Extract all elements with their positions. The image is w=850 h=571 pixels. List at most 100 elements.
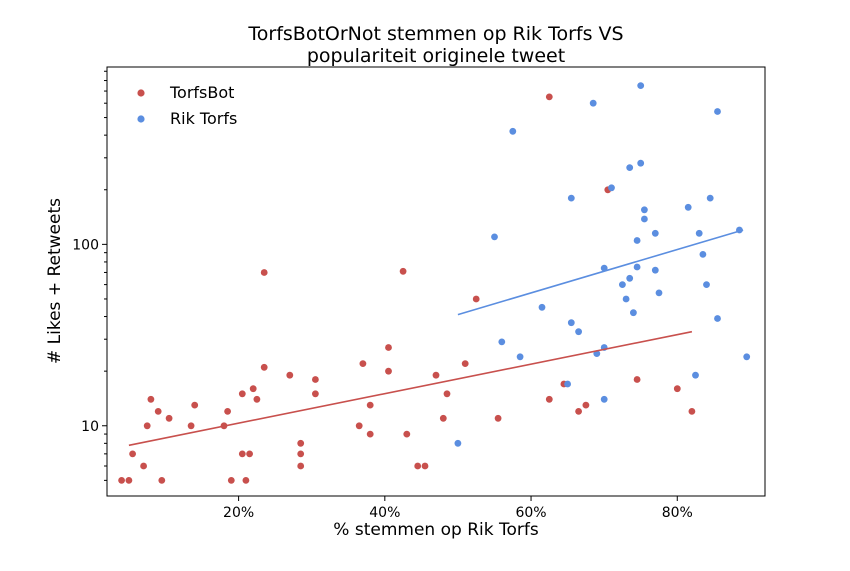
data-point-rik-torfs bbox=[655, 289, 663, 297]
data-point-torfsbot bbox=[399, 267, 407, 275]
legend: TorfsBot Rik Torfs bbox=[137, 83, 237, 128]
data-point-torfsbot bbox=[366, 401, 374, 409]
data-point-rik-torfs bbox=[538, 303, 546, 311]
trend-line-rik-torfs bbox=[457, 229, 744, 316]
data-point-rik-torfs bbox=[641, 206, 648, 214]
x-axis-label: % stemmen op Rik Torfs bbox=[333, 520, 539, 540]
y-tick-label: 10 bbox=[81, 419, 99, 435]
data-point-torfsbot bbox=[297, 439, 305, 447]
data-point-rik-torfs bbox=[516, 353, 524, 361]
data-point-torfsbot bbox=[545, 395, 553, 403]
data-point-rik-torfs bbox=[567, 319, 575, 327]
data-point-torfsbot bbox=[249, 385, 257, 393]
legend-label-rik-torfs: Rik Torfs bbox=[170, 109, 237, 128]
data-point-torfsbot bbox=[227, 477, 235, 484]
data-point-rik-torfs bbox=[641, 215, 648, 223]
data-point-rik-torfs bbox=[509, 127, 517, 135]
data-point-rik-torfs bbox=[626, 164, 634, 172]
data-point-rik-torfs bbox=[567, 194, 575, 202]
data-point-rik-torfs bbox=[637, 82, 645, 89]
data-point-rik-torfs bbox=[498, 338, 506, 346]
data-point-rik-torfs bbox=[454, 439, 462, 447]
data-point-rik-torfs bbox=[564, 380, 571, 388]
data-point-torfsbot bbox=[461, 360, 469, 367]
data-point-torfsbot bbox=[154, 408, 162, 415]
data-point-torfsbot bbox=[118, 477, 125, 484]
data-point-torfsbot bbox=[575, 408, 582, 415]
data-point-torfsbot bbox=[312, 390, 319, 398]
data-point-torfsbot bbox=[238, 450, 246, 458]
x-tick-label: 20% bbox=[223, 505, 254, 521]
data-point-rik-torfs bbox=[651, 266, 659, 274]
data-point-torfsbot bbox=[260, 363, 268, 371]
data-point-torfsbot bbox=[143, 422, 151, 430]
plot-area-frame bbox=[106, 66, 766, 497]
data-point-torfsbot bbox=[125, 477, 133, 484]
data-point-rik-torfs bbox=[743, 353, 751, 361]
data-point-torfsbot bbox=[312, 376, 319, 383]
data-point-rik-torfs bbox=[714, 108, 721, 115]
trend-lines bbox=[128, 229, 744, 447]
data-point-torfsbot bbox=[355, 422, 363, 430]
data-point-torfsbot bbox=[673, 385, 681, 393]
data-point-torfsbot bbox=[385, 367, 392, 375]
data-point-rik-torfs bbox=[630, 309, 637, 317]
data-point-rik-torfs bbox=[622, 295, 630, 303]
data-point-rik-torfs bbox=[633, 263, 641, 271]
data-point-torfsbot bbox=[191, 401, 199, 409]
data-point-torfsbot bbox=[297, 462, 305, 470]
data-point-rik-torfs bbox=[608, 184, 615, 192]
data-point-rik-torfs bbox=[651, 229, 659, 237]
data-point-rik-torfs bbox=[633, 237, 641, 244]
legend-marker-torfsbot bbox=[137, 89, 145, 97]
data-points bbox=[118, 82, 751, 484]
legend-label-torfsbot: TorfsBot bbox=[169, 83, 234, 102]
x-tick-label: 60% bbox=[515, 505, 546, 521]
data-point-torfsbot bbox=[385, 344, 392, 351]
data-point-torfsbot bbox=[432, 371, 440, 379]
data-point-torfsbot bbox=[414, 462, 422, 470]
data-point-torfsbot bbox=[359, 360, 367, 367]
data-point-torfsbot bbox=[494, 414, 502, 422]
data-point-torfsbot bbox=[246, 450, 254, 458]
data-point-torfsbot bbox=[242, 477, 250, 484]
data-point-rik-torfs bbox=[626, 274, 634, 282]
data-point-torfsbot bbox=[366, 430, 374, 438]
data-point-rik-torfs bbox=[684, 203, 692, 211]
data-point-rik-torfs bbox=[714, 315, 721, 322]
data-point-rik-torfs bbox=[699, 251, 707, 258]
data-point-torfsbot bbox=[439, 414, 447, 422]
data-point-torfsbot bbox=[238, 390, 246, 398]
data-point-torfsbot bbox=[165, 414, 173, 422]
data-point-rik-torfs bbox=[695, 229, 703, 237]
data-point-rik-torfs bbox=[575, 328, 582, 336]
data-point-torfsbot bbox=[443, 390, 451, 398]
data-point-torfsbot bbox=[140, 462, 148, 470]
data-point-torfsbot bbox=[224, 408, 232, 415]
data-point-torfsbot bbox=[297, 450, 305, 458]
legend-marker-rik-torfs bbox=[137, 115, 145, 123]
data-point-torfsbot bbox=[253, 395, 261, 403]
data-point-rik-torfs bbox=[600, 395, 608, 403]
axis-ticks: 20% 40% 60% 80% 10 100 bbox=[72, 70, 693, 521]
data-point-rik-torfs bbox=[706, 194, 714, 202]
data-point-torfsbot bbox=[582, 401, 590, 409]
data-point-torfsbot bbox=[403, 430, 411, 438]
data-point-torfsbot bbox=[286, 371, 294, 379]
data-point-torfsbot bbox=[472, 295, 480, 303]
data-point-torfsbot bbox=[147, 395, 155, 403]
data-point-rik-torfs bbox=[600, 264, 608, 272]
x-tick-label: 80% bbox=[662, 505, 693, 521]
chart-title-line-1: TorfsBotOrNot stemmen op Rik Torfs VS bbox=[247, 23, 623, 45]
trend-line-torfsbot bbox=[128, 330, 693, 447]
data-point-torfsbot bbox=[260, 269, 268, 276]
data-point-rik-torfs bbox=[619, 281, 626, 288]
data-point-torfsbot bbox=[633, 376, 641, 383]
data-point-rik-torfs bbox=[703, 281, 710, 288]
data-point-rik-torfs bbox=[692, 371, 699, 379]
y-tick-label: 100 bbox=[72, 237, 99, 253]
data-point-torfsbot bbox=[187, 422, 195, 430]
data-point-torfsbot bbox=[129, 450, 137, 458]
data-point-rik-torfs bbox=[589, 99, 597, 107]
